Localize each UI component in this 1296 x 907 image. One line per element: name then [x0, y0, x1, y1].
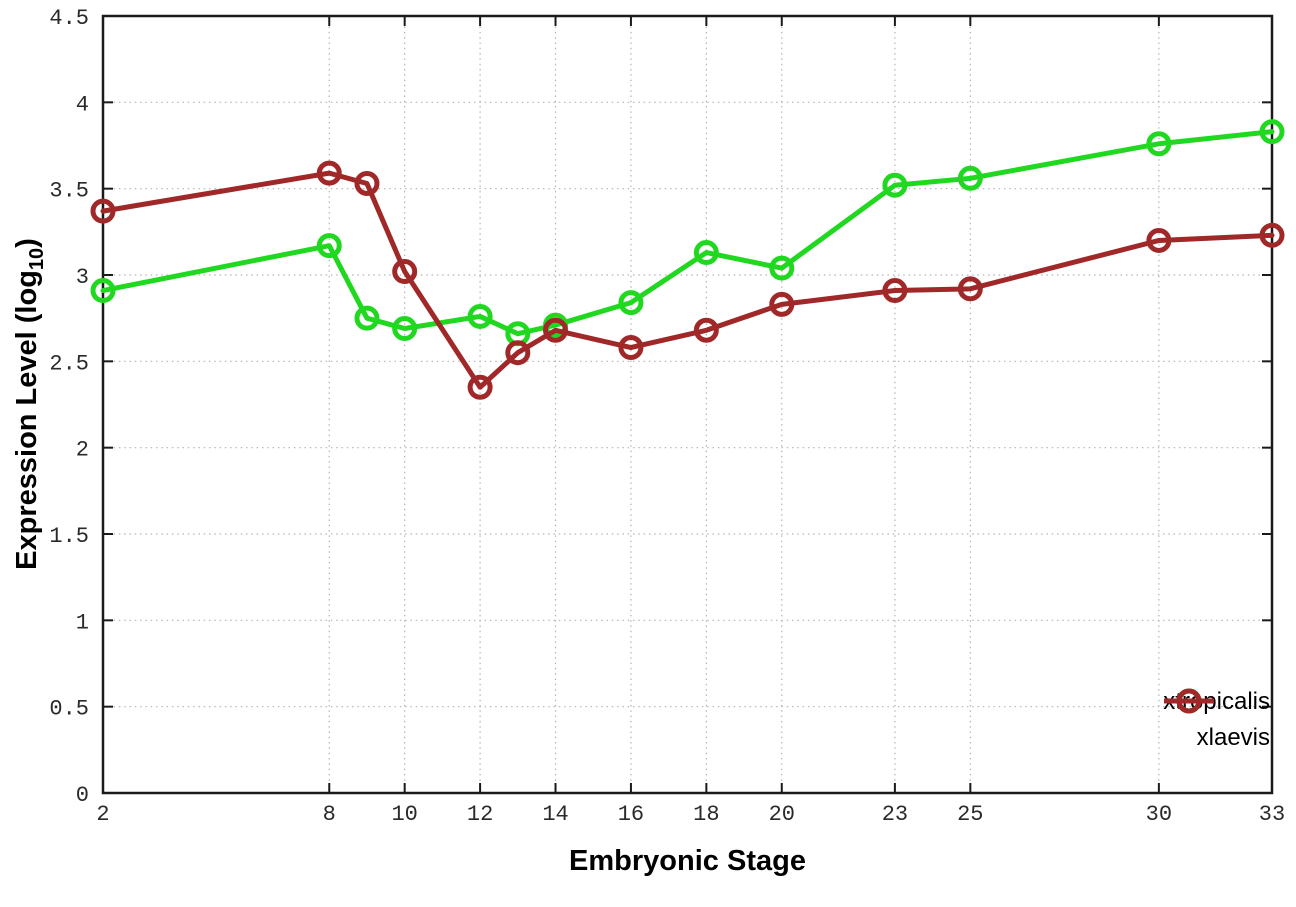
- series-xlaevis: [90, 160, 1285, 400]
- svg-text:2: 2: [96, 802, 109, 827]
- y-axis-title-text: Expression Level (log: [11, 270, 44, 570]
- svg-text:10: 10: [391, 802, 417, 827]
- x-axis-title: Embryonic Stage: [569, 845, 806, 877]
- svg-text:14: 14: [542, 802, 568, 827]
- series-line-xlaevis: [100, 170, 1275, 390]
- svg-text:2: 2: [76, 438, 89, 463]
- data-point-xtropicalis-stage-8: [316, 233, 342, 259]
- legend: xtropicalis xlaevis: [1163, 686, 1270, 754]
- svg-text:3: 3: [76, 265, 89, 290]
- y-axis-title-subscript: 10: [25, 247, 48, 271]
- data-point-xlaevis-stage-12: [467, 374, 493, 400]
- data-point-xtropicalis-stage-25: [957, 165, 983, 191]
- svg-text:2.5: 2.5: [49, 351, 89, 376]
- data-point-xtropicalis-stage-9: [354, 305, 380, 331]
- data-point-xlaevis-stage-18: [693, 317, 719, 343]
- data-point-xlaevis-stage-14: [543, 317, 569, 343]
- tick-marks: [102, 15, 1273, 794]
- svg-text:30: 30: [1146, 802, 1172, 827]
- data-point-xtropicalis-stage-30: [1146, 131, 1172, 157]
- gridlines: [102, 15, 1273, 794]
- data-point-xlaevis-stage-9: [354, 170, 380, 196]
- y-tick-labels: 0 0.5 1 1.5 2 2.5 3 3.5 4 4.5: [49, 6, 89, 808]
- series-line-xtropicalis: [100, 129, 1275, 337]
- svg-text:18: 18: [693, 802, 719, 827]
- data-point-xtropicalis-stage-16: [618, 290, 644, 316]
- x-tick-labels: 2 8 10 12 14 16 18 20 23 25 30 33: [96, 802, 1285, 827]
- data-point-xtropicalis-stage-18: [693, 240, 719, 266]
- legend-sample-xlaevis: [1164, 688, 1215, 714]
- data-point-xtropicalis-stage-33: [1259, 119, 1285, 145]
- svg-text:25: 25: [957, 802, 983, 827]
- data-point-xtropicalis-stage-12: [467, 303, 493, 329]
- svg-text:4: 4: [76, 92, 89, 117]
- series-xtropicalis: [90, 119, 1285, 347]
- data-point-xlaevis-stage-10: [392, 259, 418, 285]
- data-point-xtropicalis-stage-2: [90, 278, 116, 304]
- data-point-xlaevis-stage-23: [882, 278, 908, 304]
- data-point-xlaevis-stage-8: [316, 160, 342, 186]
- svg-text:3.5: 3.5: [49, 179, 89, 204]
- data-point-xlaevis-stage-13: [505, 340, 531, 366]
- y-axis-title: Expression Level (log10): [11, 238, 49, 570]
- data-point-xlaevis-stage-20: [769, 291, 795, 317]
- data-point-xtropicalis-stage-20: [769, 255, 795, 281]
- svg-text:12: 12: [467, 802, 493, 827]
- svg-text:1: 1: [76, 610, 89, 635]
- data-point-xlaevis-stage-33: [1259, 222, 1285, 248]
- svg-text:33: 33: [1259, 802, 1285, 827]
- svg-text:0: 0: [76, 783, 89, 808]
- y-axis-title-close: ): [11, 238, 44, 248]
- svg-text:8: 8: [323, 802, 336, 827]
- data-point-xlaevis-stage-16: [618, 335, 644, 361]
- legend-label: xlaevis: [1196, 724, 1270, 751]
- data-point-xlaevis-stage-30: [1146, 227, 1172, 253]
- data-point-xtropicalis-stage-10: [392, 316, 418, 342]
- plot-border: [101, 14, 1274, 795]
- svg-text:0.5: 0.5: [49, 697, 89, 722]
- svg-text:1.5: 1.5: [49, 524, 89, 549]
- data-point-xtropicalis-stage-23: [882, 172, 908, 198]
- svg-text:23: 23: [882, 802, 908, 827]
- legend-item-xlaevis: xlaevis: [1164, 688, 1270, 754]
- svg-text:4.5: 4.5: [49, 6, 89, 31]
- data-point-xlaevis-stage-2: [90, 198, 116, 224]
- svg-text:20: 20: [769, 802, 795, 827]
- svg-text:16: 16: [618, 802, 644, 827]
- data-point-xlaevis-stage-25: [957, 276, 983, 302]
